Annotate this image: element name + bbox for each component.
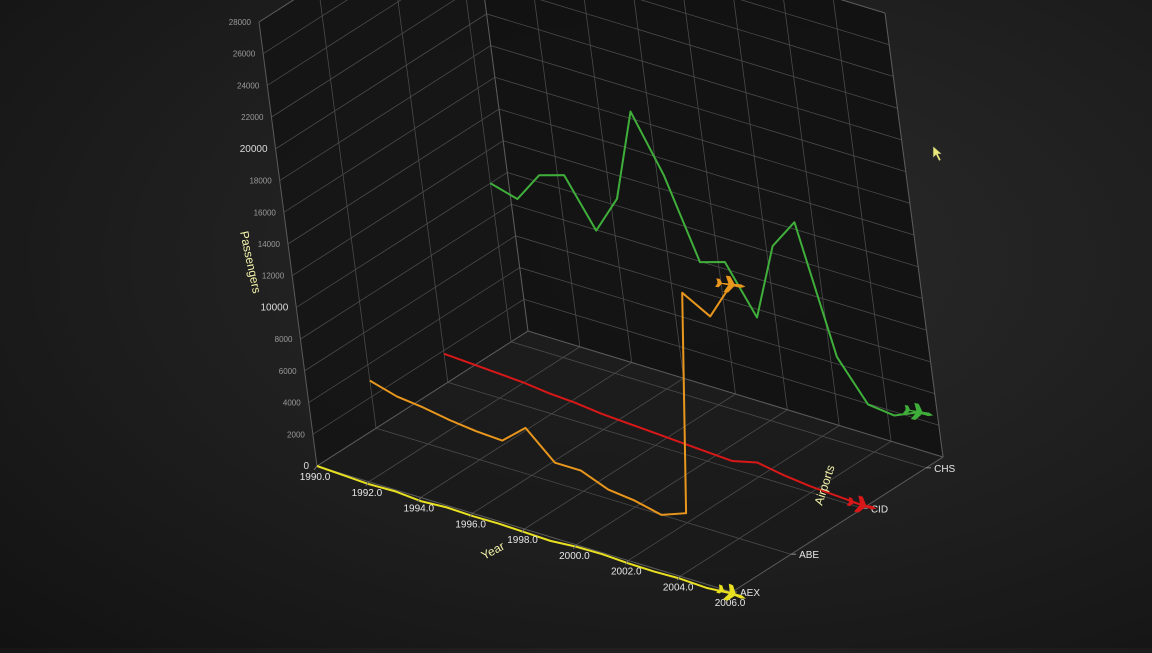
y-tick-label: 0	[303, 461, 309, 472]
y-tick-label: 24000	[237, 81, 260, 90]
y-tick-label: 10000	[260, 302, 288, 313]
x-tick-mark	[521, 528, 525, 534]
y-tick-label: 16000	[254, 208, 277, 217]
x-tick-mark	[572, 544, 577, 550]
airplane-shape	[846, 495, 877, 513]
series-group	[316, 110, 920, 595]
grid-line-y	[271, 0, 898, 118]
airplane-icon	[716, 583, 746, 601]
series-line-chs	[489, 110, 920, 417]
airplane-icon	[846, 495, 877, 513]
y-tick-label: 2000	[287, 430, 305, 439]
airplane-icon	[902, 402, 934, 420]
plane-markers	[715, 275, 934, 601]
y-tick-label: 12000	[262, 272, 285, 281]
x-tick-mark	[365, 481, 370, 487]
x-tick-mark	[313, 465, 318, 471]
x-tick-label: 1992.0	[352, 488, 383, 499]
airplane-icon	[715, 275, 746, 293]
series-line-aex	[316, 465, 733, 595]
grid-line-y	[262, 0, 890, 55]
category-label: CHS	[934, 464, 955, 475]
series-line-cid	[443, 352, 863, 507]
x-tick-label: 2002.0	[611, 567, 642, 578]
x-axis-title: Year	[479, 539, 507, 563]
tick-labels: 0 10000 20000 2000 4000 6000 8000 12000 14000 160…	[229, 18, 956, 609]
grid-line-y	[267, 0, 894, 86]
y-tick-label: 26000	[233, 50, 256, 59]
airplane-shape	[716, 583, 746, 601]
back-wall	[259, 0, 943, 592]
x-tick-mark	[676, 575, 681, 581]
x-tick-label: 2000.0	[559, 551, 590, 562]
x-tick-label: 1990.0	[300, 472, 331, 483]
y-tick-label: 18000	[249, 177, 272, 186]
airplane-shape	[902, 402, 934, 420]
x-tick-mark	[417, 497, 422, 502]
x-tick-mark	[469, 512, 474, 518]
frame-edge	[484, 0, 886, 332]
series-line-abe	[369, 284, 732, 516]
x-tick-label: 2004.0	[663, 582, 694, 593]
y-tick-label: 28000	[229, 18, 252, 27]
category-label: CID	[871, 504, 888, 515]
y-tick-label: 20000	[240, 144, 268, 155]
y-tick-label: 6000	[279, 367, 297, 376]
x-tick-mark	[624, 560, 629, 565]
airplane-shape	[715, 275, 746, 293]
x-tick-label: 2006.0	[715, 598, 746, 609]
y-tick-label: 8000	[275, 335, 293, 344]
y-tick-label: 4000	[283, 399, 301, 408]
category-label: AEX	[740, 588, 760, 599]
mouse-cursor-icon	[932, 145, 943, 162]
y-tick-label: 22000	[241, 113, 264, 122]
y-tick-label: 14000	[258, 240, 281, 249]
x-tick-label: 1998.0	[507, 535, 538, 546]
x-tick-label: 1994.0	[403, 504, 434, 515]
category-label: ABE	[799, 550, 819, 561]
x-tick-label: 1996.0	[455, 519, 486, 530]
